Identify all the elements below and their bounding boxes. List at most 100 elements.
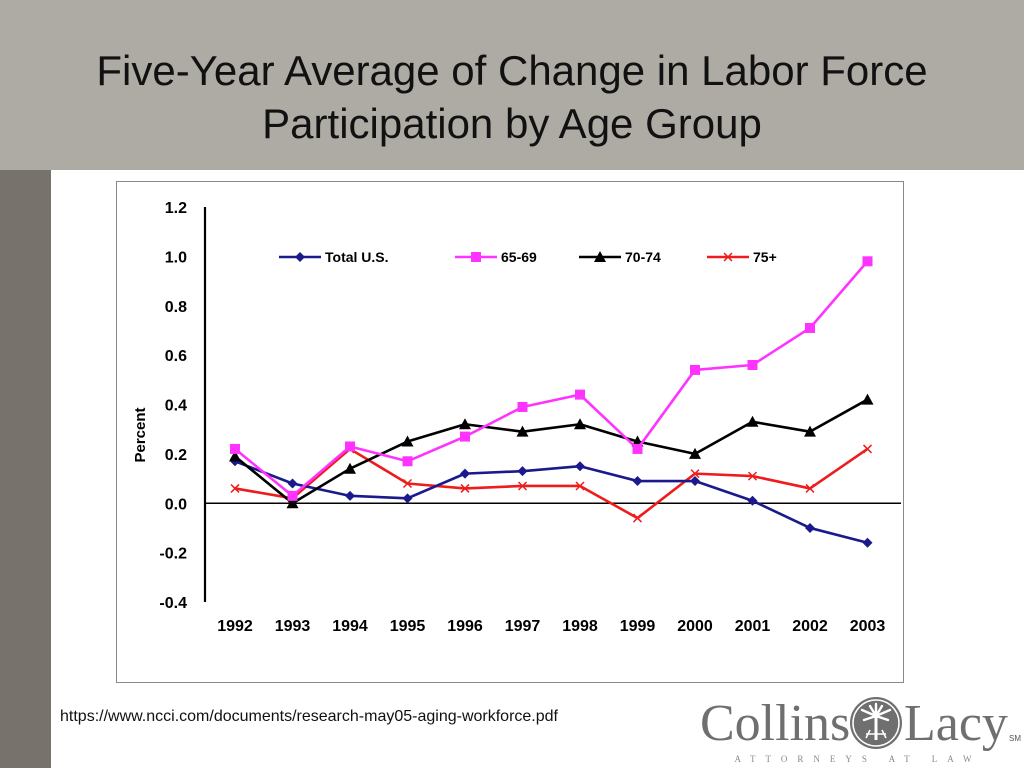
data-point xyxy=(632,443,643,454)
data-point xyxy=(746,415,759,427)
data-point xyxy=(747,360,758,370)
data-point xyxy=(747,495,758,506)
data-point xyxy=(575,461,585,472)
logo-service-mark: SM xyxy=(1009,734,1021,743)
data-point xyxy=(862,256,873,267)
legend-label: 70-74 xyxy=(625,249,661,265)
legend-marker xyxy=(723,252,733,262)
legend: Total U.S. 65-69 70-74 75+ xyxy=(279,249,777,265)
data-point xyxy=(804,425,816,437)
data-point xyxy=(516,425,529,437)
series-group xyxy=(229,256,874,548)
data-point xyxy=(632,513,643,523)
data-point xyxy=(805,522,815,533)
series-line xyxy=(234,260,869,498)
x-tick-label: 1997 xyxy=(505,618,541,635)
legend-item: 70-74 xyxy=(579,249,661,265)
data-point xyxy=(344,462,356,474)
legend-item: 65-69 xyxy=(455,249,537,265)
data-point xyxy=(287,478,298,489)
data-point xyxy=(805,322,815,333)
axes xyxy=(203,207,901,602)
data-point xyxy=(402,493,413,504)
data-point xyxy=(229,450,241,462)
x-tick-label: 1994 xyxy=(332,618,368,635)
series-line xyxy=(234,447,869,520)
data-point xyxy=(632,476,643,487)
slide-title: Five-Year Average of Change in Labor For… xyxy=(0,44,1024,150)
legend-marker xyxy=(295,252,305,262)
data-point xyxy=(690,364,700,375)
series-line xyxy=(234,398,869,505)
data-point xyxy=(230,483,240,493)
data-point xyxy=(460,468,470,479)
y-tick-label: -0.2 xyxy=(159,546,187,563)
data-point xyxy=(345,441,355,452)
data-point xyxy=(460,431,470,442)
data-point xyxy=(690,469,700,479)
x-tick-label: 1996 xyxy=(447,618,483,635)
data-point xyxy=(689,447,701,459)
palmetto-tree-emblem-icon xyxy=(850,697,902,749)
legend-item: 75+ xyxy=(707,249,777,265)
data-point xyxy=(230,443,240,454)
data-point xyxy=(575,481,585,491)
y-axis-label: Percent xyxy=(132,407,149,462)
data-point xyxy=(747,471,758,481)
data-point xyxy=(861,393,874,405)
y-tick-label: 0.8 xyxy=(165,299,187,316)
x-tick-labels: 1992 1993 1994 1995 1996 1997 1998 1999 2000 2001… xyxy=(217,618,885,635)
slide-title-line-1: Five-Year Average of Change in Labor For… xyxy=(96,47,928,94)
logo-text-left: Collins xyxy=(700,695,851,752)
x-tick-label: 2000 xyxy=(677,618,713,635)
legend-label: Total U.S. xyxy=(325,249,389,265)
y-tick-label: 0.0 xyxy=(165,496,187,513)
series-total-u-s xyxy=(230,456,873,548)
collins-lacy-logo: Collins Lacy ATTORNEYS AT LAW SM xyxy=(697,692,1021,768)
data-point xyxy=(517,401,528,412)
data-point xyxy=(862,444,873,454)
x-tick-label: 2002 xyxy=(792,618,828,635)
data-point xyxy=(401,435,414,447)
legend-label: 65-69 xyxy=(501,249,537,265)
x-tick-label: 1992 xyxy=(217,618,253,635)
y-tick-label: 0.4 xyxy=(165,398,187,415)
data-point xyxy=(862,537,873,548)
data-point xyxy=(286,497,299,509)
y-tick-label: 0.2 xyxy=(165,447,187,464)
legend-label: 75+ xyxy=(753,249,777,265)
x-tick-label: 1999 xyxy=(620,618,656,635)
y-tick-label: 0.6 xyxy=(165,348,187,365)
chart-frame: Percent 1.2 1.0 0.8 0.6 0.4 0.2 0.0 -0.2 -0.4 19… xyxy=(116,181,904,683)
data-point xyxy=(345,490,355,501)
data-point xyxy=(517,481,528,491)
x-tick-label: 2003 xyxy=(850,618,886,635)
source-url[interactable]: https://www.ncci.com/documents/research-… xyxy=(60,708,558,725)
logo-tagline: ATTORNEYS AT LAW xyxy=(734,754,982,764)
data-point xyxy=(574,418,586,430)
x-tick-label: 1998 xyxy=(562,618,598,635)
series-65-69 xyxy=(230,256,873,501)
legend-marker xyxy=(471,252,481,262)
left-accent-bar xyxy=(0,170,51,768)
data-point xyxy=(575,389,585,400)
logo-text-right: Lacy xyxy=(904,695,1008,752)
y-tick-labels: 1.2 1.0 0.8 0.6 0.4 0.2 0.0 -0.2 -0.4 xyxy=(159,200,187,612)
data-point xyxy=(459,418,471,430)
data-point xyxy=(460,483,470,493)
slide-title-line-2: Participation by Age Group xyxy=(262,100,762,147)
x-tick-label: 1993 xyxy=(275,618,311,635)
y-tick-label: 1.2 xyxy=(165,200,187,217)
data-point xyxy=(517,466,528,477)
series-line xyxy=(234,460,868,545)
title-band xyxy=(0,0,1024,170)
data-point xyxy=(805,483,815,493)
data-point xyxy=(690,476,700,487)
data-point xyxy=(402,478,413,489)
y-tick-label: -0.4 xyxy=(159,595,187,612)
x-tick-label: 1995 xyxy=(390,618,426,635)
data-point xyxy=(287,490,298,501)
y-tick-label: 1.0 xyxy=(165,249,187,266)
line-chart: Percent 1.2 1.0 0.8 0.6 0.4 0.2 0.0 -0.2 -0.4 19… xyxy=(132,200,901,635)
data-point xyxy=(402,456,413,467)
